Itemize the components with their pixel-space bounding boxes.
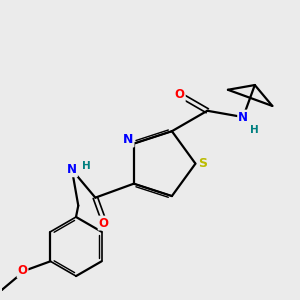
- Text: H: H: [82, 161, 91, 171]
- Text: O: O: [99, 217, 109, 230]
- Text: N: N: [67, 163, 77, 176]
- Text: H: H: [250, 125, 259, 135]
- Text: N: N: [238, 111, 248, 124]
- Text: O: O: [17, 264, 28, 277]
- Text: O: O: [175, 88, 185, 101]
- Text: S: S: [198, 157, 207, 170]
- Text: N: N: [123, 134, 134, 146]
